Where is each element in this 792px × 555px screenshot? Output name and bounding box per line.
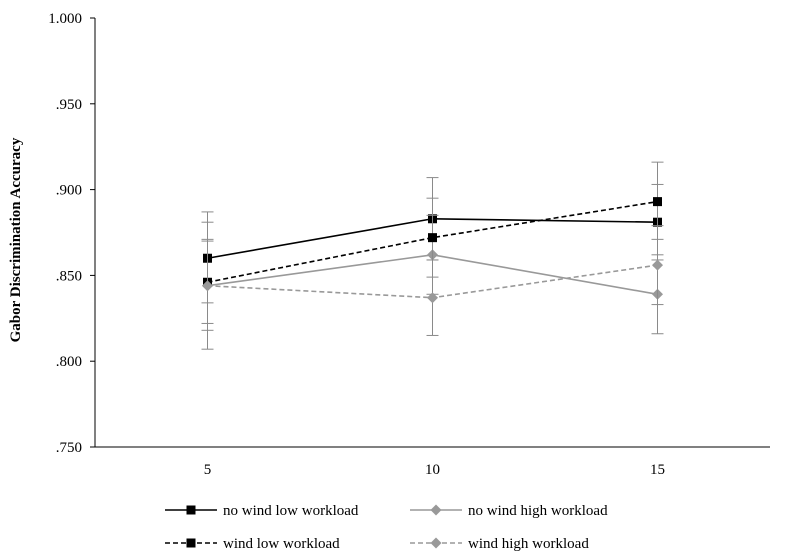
legend-item-1: no wind low workload [165,503,359,519]
legend-item-2: no wind high workload [410,503,608,519]
legend-swatch-marker [186,538,196,548]
y-tick-label: .950 [56,97,82,113]
legend-swatch-marker [186,505,196,515]
data-point [428,233,437,243]
axes [94,18,770,448]
x-tick-label: 10 [425,462,440,478]
legend-swatch-marker [430,537,442,549]
legend-label: wind low workload [223,536,340,552]
y-tick-label: .850 [56,268,82,284]
y-tick-label: .750 [56,440,82,456]
data-point [427,292,438,304]
y-tick-label: .800 [56,354,82,370]
series-line [207,200,658,284]
y-axis-title: Gabor Discrimination Accuracy [8,137,24,342]
legend-label: no wind low workload [223,503,359,519]
legend-label: wind high workload [468,536,589,552]
data-point [202,280,213,292]
legend-swatch-marker [430,504,442,516]
legend-label: no wind high workload [468,503,608,519]
y-tick-label: 1.000 [48,11,82,27]
y-tick-label: .900 [56,183,82,199]
data-point [652,259,663,271]
x-tick-label: 5 [204,462,212,478]
legend: no wind low workload no wind high workloa… [165,503,608,552]
series-4 [201,221,664,350]
x-axis-ticks: 5 10 15 [204,462,665,478]
legend-item-3: wind low workload [165,536,340,552]
x-tick-label: 15 [650,462,665,478]
plot-area [201,161,664,350]
data-point [653,197,662,207]
legend-item-4: wind high workload [410,536,589,552]
y-axis-ticks: .750 .800 .850 .900 .950 1.000 [48,11,95,456]
